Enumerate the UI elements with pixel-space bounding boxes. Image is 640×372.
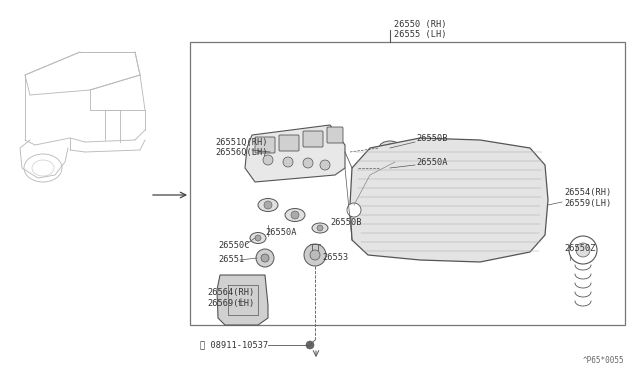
Bar bbox=[190, 42, 625, 325]
Circle shape bbox=[306, 341, 314, 349]
FancyBboxPatch shape bbox=[255, 137, 275, 153]
Circle shape bbox=[569, 236, 597, 264]
Polygon shape bbox=[217, 275, 268, 325]
Text: ⓝ 08911-10537: ⓝ 08911-10537 bbox=[200, 340, 268, 350]
Text: 26550C: 26550C bbox=[218, 241, 250, 250]
Text: 26550Z: 26550Z bbox=[564, 244, 595, 253]
Circle shape bbox=[263, 155, 273, 165]
Text: 26551: 26551 bbox=[218, 256, 244, 264]
FancyBboxPatch shape bbox=[327, 127, 343, 143]
Circle shape bbox=[347, 203, 361, 217]
Ellipse shape bbox=[312, 223, 328, 233]
Circle shape bbox=[576, 243, 590, 257]
Ellipse shape bbox=[258, 199, 278, 212]
Text: ^P65*0055: ^P65*0055 bbox=[582, 356, 624, 365]
Circle shape bbox=[304, 244, 326, 266]
Circle shape bbox=[256, 249, 274, 267]
Circle shape bbox=[255, 235, 261, 241]
Ellipse shape bbox=[379, 161, 401, 175]
Ellipse shape bbox=[250, 232, 266, 244]
FancyBboxPatch shape bbox=[303, 131, 323, 147]
Circle shape bbox=[386, 164, 394, 172]
Ellipse shape bbox=[24, 154, 62, 182]
Text: 26564(RH)
26569(LH): 26564(RH) 26569(LH) bbox=[207, 288, 254, 308]
Circle shape bbox=[310, 250, 320, 260]
Text: 26554(RH)
26559(LH): 26554(RH) 26559(LH) bbox=[564, 188, 611, 208]
Text: +: + bbox=[236, 297, 244, 307]
Circle shape bbox=[317, 225, 323, 231]
Ellipse shape bbox=[285, 208, 305, 221]
Circle shape bbox=[264, 201, 272, 209]
Ellipse shape bbox=[379, 141, 401, 155]
Text: 26550B: 26550B bbox=[416, 134, 447, 142]
Text: 26550 (RH)
26555 (LH): 26550 (RH) 26555 (LH) bbox=[394, 20, 447, 39]
Circle shape bbox=[386, 144, 394, 152]
Circle shape bbox=[303, 158, 313, 168]
Polygon shape bbox=[350, 138, 548, 262]
Circle shape bbox=[291, 211, 299, 219]
Circle shape bbox=[283, 157, 293, 167]
Text: 26550A: 26550A bbox=[416, 157, 447, 167]
Text: 26550A: 26550A bbox=[265, 228, 296, 237]
Text: 26553: 26553 bbox=[322, 253, 348, 262]
Circle shape bbox=[261, 254, 269, 262]
Text: 26550B: 26550B bbox=[330, 218, 362, 227]
Circle shape bbox=[320, 160, 330, 170]
Text: 26551Q(RH)
26556Q(LH): 26551Q(RH) 26556Q(LH) bbox=[215, 138, 268, 157]
Polygon shape bbox=[245, 125, 345, 182]
FancyBboxPatch shape bbox=[279, 135, 299, 151]
